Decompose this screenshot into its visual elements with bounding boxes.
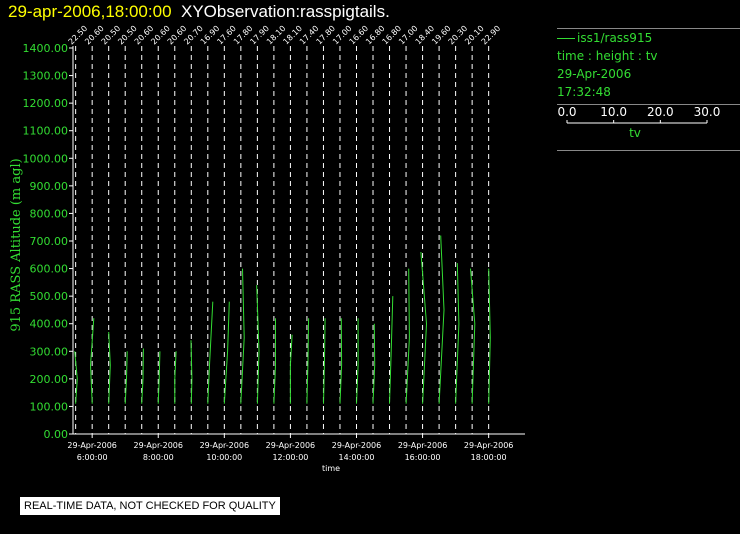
y-tick-label: 1200.00 xyxy=(23,97,69,110)
profile-trace xyxy=(108,331,111,404)
x-tick-date: 29-Apr-2006 xyxy=(266,441,315,450)
profile-trace xyxy=(356,318,359,404)
profile-trace xyxy=(74,351,78,404)
x-tick-time: 8:00:00 xyxy=(143,453,174,462)
legend-time: 17:32:48 xyxy=(557,85,611,99)
legend-date: 29-Apr-2006 xyxy=(557,67,632,81)
x-tick-date: 29-Apr-2006 xyxy=(67,441,116,450)
x-tick-time: 18:00:00 xyxy=(471,453,507,462)
x-tick-time: 16:00:00 xyxy=(405,453,441,462)
profile-value-label: 22.90 xyxy=(480,24,503,47)
window-title: 29-apr-2006,18:00:00 XYObservation:rassp… xyxy=(8,2,390,22)
y-tick-label: 1100.00 xyxy=(23,125,69,138)
title-observation: XYObservation:rasspigtails. xyxy=(180,2,390,21)
y-tick-label: 400.00 xyxy=(30,318,69,331)
legend-divider-bottom xyxy=(557,150,740,151)
profile-trace xyxy=(455,263,460,404)
profile-trace xyxy=(339,318,343,404)
x-tick-date: 29-Apr-2006 xyxy=(200,441,249,450)
y-tick-label: 1000.00 xyxy=(23,152,69,165)
legend-series: iss1/rass915 xyxy=(557,29,740,47)
x-tick-date: 29-Apr-2006 xyxy=(332,441,381,450)
y-tick-label: 700.00 xyxy=(30,235,69,248)
profile-trace xyxy=(389,296,394,404)
legend-divider-top xyxy=(557,28,740,29)
profile-trace xyxy=(470,268,476,404)
profile-trace xyxy=(190,340,193,404)
legend-series-label: iss1/rass915 xyxy=(577,31,653,45)
legend-divider-middle xyxy=(557,104,740,105)
profile-trace xyxy=(256,285,260,404)
profile-trace xyxy=(306,318,310,404)
y-tick-label: 500.00 xyxy=(30,290,69,303)
y-axis-title: 915 RASS Altitude (m agl) xyxy=(9,158,24,331)
profile-trace xyxy=(488,268,491,404)
profile-trace xyxy=(207,301,214,404)
y-tick-label: 900.00 xyxy=(30,180,69,193)
y-tick-label: 0.00 xyxy=(44,428,69,441)
y-tick-label: 1400.00 xyxy=(23,42,69,55)
profile-trace xyxy=(323,318,326,404)
scale-tick-label: 10.0 xyxy=(600,105,627,119)
scale-label: tv xyxy=(629,126,641,140)
tv-scale: 0.0 10.0 20.0 30.0 tv xyxy=(557,105,721,140)
profile-trace xyxy=(438,235,445,404)
legend-panel: iss1/rass915 time : height : tv 29-Apr-2… xyxy=(557,28,740,151)
profile-trace xyxy=(420,251,428,404)
x-axis-title: time xyxy=(322,464,340,473)
profile-trace xyxy=(174,351,177,404)
profile-trace xyxy=(289,334,293,404)
legend-line-sample xyxy=(557,38,575,39)
profile-trace xyxy=(124,351,128,404)
y-tick-label: 300.00 xyxy=(30,345,69,358)
profile-trace xyxy=(240,268,245,404)
y-tick-label: 600.00 xyxy=(30,263,69,276)
profile-trace xyxy=(273,318,276,404)
x-tick-date: 29-Apr-2006 xyxy=(398,441,447,450)
legend-fields: time : height : tv xyxy=(557,49,658,63)
scale-tick-label: 20.0 xyxy=(647,105,674,119)
y-tick-label: 1300.00 xyxy=(23,70,69,83)
x-tick-date: 29-Apr-2006 xyxy=(464,441,513,450)
profile-trace xyxy=(89,318,95,404)
title-datetime: 29-apr-2006,18:00:00 xyxy=(8,2,172,21)
profile-trace xyxy=(157,351,161,404)
x-tick-time: 14:00:00 xyxy=(339,453,375,462)
profile-trace xyxy=(372,323,376,404)
scale-tick-label: 0.0 xyxy=(557,105,576,119)
profile-trace xyxy=(405,268,410,404)
quality-notice: REAL-TIME DATA, NOT CHECKED FOR QUALITY xyxy=(19,496,281,516)
scale-tick-label: 30.0 xyxy=(694,105,721,119)
profile-trace xyxy=(141,348,144,404)
profile-trace xyxy=(223,301,230,404)
y-tick-label: 200.00 xyxy=(30,373,69,386)
x-tick-time: 12:00:00 xyxy=(272,453,308,462)
x-tick-date: 29-Apr-2006 xyxy=(134,441,183,450)
x-tick-time: 6:00:00 xyxy=(77,453,108,462)
y-tick-label: 100.00 xyxy=(30,400,69,413)
x-tick-time: 10:00:00 xyxy=(206,453,242,462)
y-tick-label: 800.00 xyxy=(30,207,69,220)
